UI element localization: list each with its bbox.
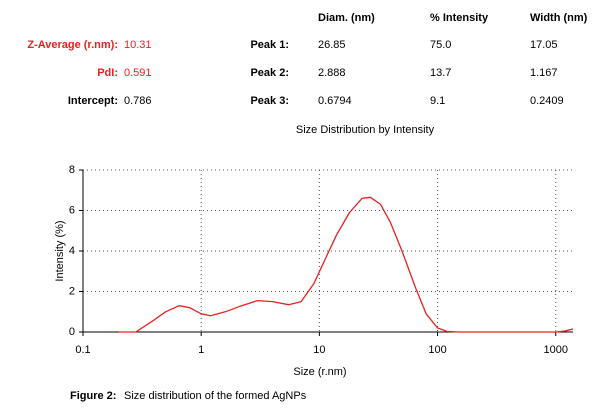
x-tick-label: 1: [198, 344, 204, 356]
header: Width (nm): [530, 12, 588, 24]
x-tick-label: 0.1: [75, 344, 90, 356]
peak-cell: 2.888: [318, 67, 346, 79]
x-axis-label: Size (r.nm): [293, 366, 346, 378]
peak-cell: 9.1: [430, 95, 445, 107]
summary-label: PdI:: [97, 67, 118, 79]
summary-value: 0.786: [124, 95, 152, 107]
summary-value: 0.591: [124, 67, 152, 79]
y-tick-label: 4: [69, 245, 75, 257]
peak-cell: 17.05: [530, 39, 558, 51]
y-axis-label: Intensity (%): [54, 220, 66, 281]
peak-cell: 75.0: [430, 39, 451, 51]
y-tick-label: 8: [69, 164, 75, 176]
peak-label: Peak 2:: [250, 67, 289, 79]
peak-label: Peak 3:: [250, 95, 289, 107]
peak-cell: 0.2409: [530, 95, 564, 107]
caption-text: Size distribution of the formed AgNPs: [124, 390, 307, 402]
peak-cell: 0.6794: [318, 95, 352, 107]
x-tick-label: 100: [428, 344, 446, 356]
summary-label: Intercept:: [68, 95, 118, 107]
peak-cell: 1.167: [530, 67, 558, 79]
summary-label: Z-Average (r.nm):: [27, 39, 118, 51]
header: % Intensity: [430, 12, 489, 24]
peak-label: Peak 1:: [250, 39, 289, 51]
peak-cell: 13.7: [430, 67, 451, 79]
x-tick-label: 10: [313, 344, 325, 356]
summary-value: 10.31: [124, 39, 152, 51]
data-line: [118, 196, 574, 333]
y-tick-label: 0: [69, 326, 75, 338]
peak-cell: 26.85: [318, 39, 346, 51]
header: Diam. (nm): [318, 12, 375, 24]
caption-label: Figure 2:: [70, 390, 116, 402]
y-tick-label: 2: [69, 285, 75, 297]
chart-title: Size Distribution by Intensity: [296, 124, 435, 136]
x-tick-label: 1000: [543, 344, 567, 356]
y-tick-label: 6: [69, 204, 75, 216]
